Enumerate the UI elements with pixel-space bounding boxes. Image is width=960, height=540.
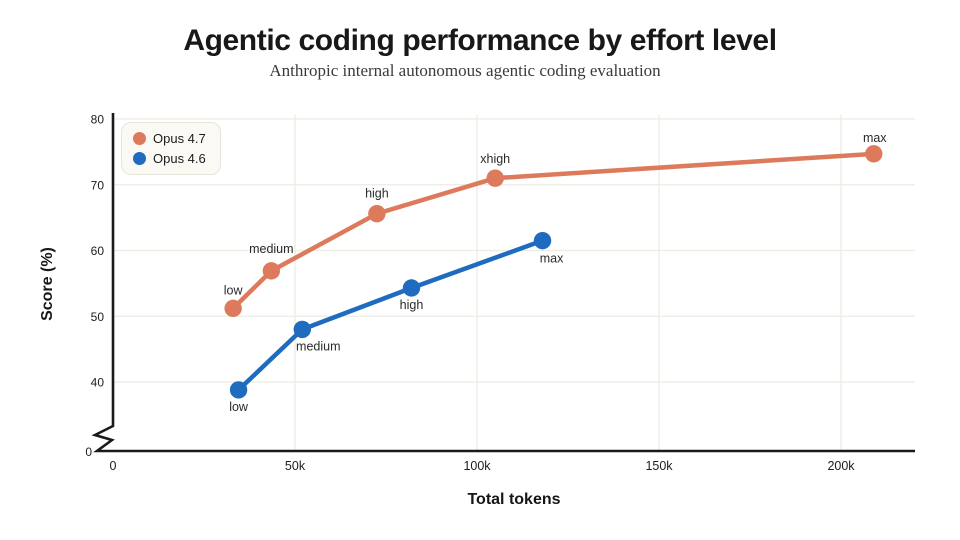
point-label: medium	[296, 339, 340, 353]
y-tick-label: 50	[91, 310, 105, 324]
x-tick-label: 150k	[645, 459, 673, 473]
legend-label: Opus 4.6	[153, 151, 206, 166]
y-tick-label: 0	[85, 445, 92, 459]
legend-item-opus-4-7: Opus 4.7	[133, 131, 206, 146]
chart-title: Agentic coding performance by effort lev…	[183, 24, 777, 57]
point-label: max	[863, 131, 887, 145]
data-point	[293, 320, 311, 339]
legend-label: Opus 4.7	[153, 131, 206, 146]
legend-dot-opus-4-6-icon	[133, 152, 146, 165]
point-label: low	[229, 400, 249, 414]
data-point	[865, 145, 883, 163]
data-point	[229, 381, 248, 399]
x-tick-label: 50k	[285, 459, 306, 473]
point-label: low	[224, 283, 244, 297]
x-tick-label: 200k	[827, 459, 855, 473]
legend: Opus 4.7 Opus 4.6	[121, 122, 221, 175]
axis-lines-with-break	[91, 113, 915, 453]
point-label: max	[540, 252, 564, 266]
data-point	[224, 299, 242, 318]
series-line-0	[230, 151, 877, 311]
data-point	[402, 279, 421, 297]
legend-item-opus-4-6: Opus 4.6	[133, 151, 206, 166]
y-tick-label: 60	[91, 244, 105, 258]
y-axis-title: Score (%)	[39, 247, 56, 321]
data-point	[533, 231, 552, 250]
point-label: medium	[249, 242, 293, 256]
data-point	[486, 169, 504, 187]
data-point	[262, 262, 281, 280]
data-point	[368, 204, 386, 223]
point-label: high	[365, 187, 389, 201]
y-tick-label: 40	[91, 376, 105, 390]
y-tick-label: 70	[91, 178, 105, 192]
legend-dot-opus-4-7-icon	[133, 132, 146, 145]
point-label: high	[400, 298, 424, 312]
point-label: xhigh	[480, 152, 510, 166]
series-line-1	[236, 238, 545, 393]
x-tick-label: 0	[110, 459, 117, 473]
x-tick-label: 100k	[463, 459, 491, 473]
y-tick-label: 80	[91, 113, 105, 127]
x-axis-title: Total tokens	[467, 491, 560, 508]
chart-subtitle: Anthropic internal autonomous agentic co…	[269, 61, 661, 80]
